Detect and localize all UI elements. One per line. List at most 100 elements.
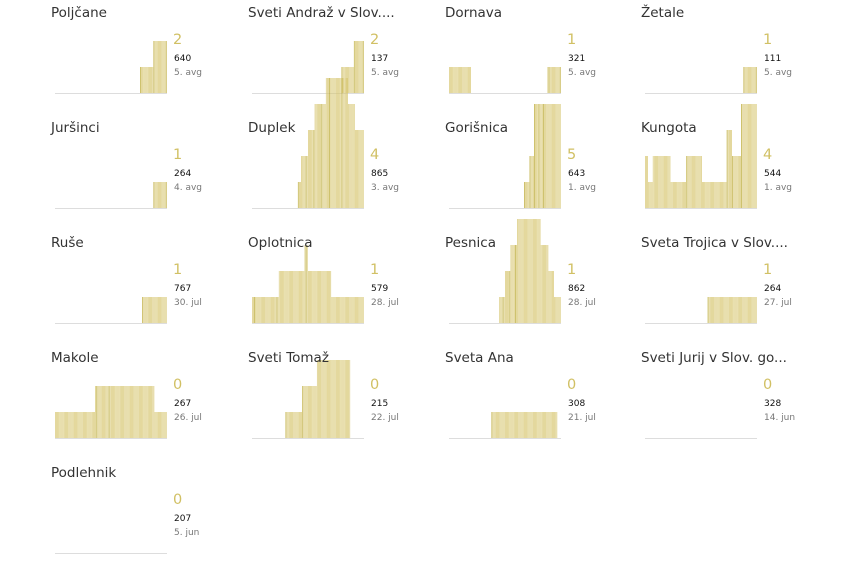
- bar: [308, 386, 309, 438]
- bar: [529, 156, 531, 208]
- bar: [683, 182, 684, 208]
- municipality-chart[interactable]: Pesnica 1 862 28. jul: [445, 219, 635, 342]
- bar: [305, 245, 307, 323]
- bar: [150, 386, 151, 438]
- bar: [103, 386, 104, 438]
- bar: [151, 297, 152, 323]
- bar: [128, 386, 130, 438]
- bar: [332, 297, 334, 323]
- bar: [726, 297, 728, 323]
- chart-title: Sveti Tomaž: [248, 350, 329, 366]
- sparkbar-chart: [252, 78, 364, 209]
- bar: [323, 104, 325, 208]
- municipality-chart[interactable]: Makole 0 267 26. jul: [51, 345, 241, 457]
- bar: [358, 297, 360, 323]
- bar: [83, 412, 84, 438]
- municipality-chart[interactable]: Sveti Tomaž 0 215 22. jul: [248, 345, 438, 457]
- sparkbar-chart: [449, 412, 561, 439]
- bar: [159, 182, 160, 208]
- bar: [349, 104, 351, 208]
- bar: [503, 412, 505, 438]
- sparkbar-chart: [55, 297, 167, 324]
- bar: [154, 412, 156, 438]
- bar: [746, 297, 748, 323]
- bar: [707, 297, 709, 323]
- bar: [139, 386, 140, 438]
- municipality-chart[interactable]: Juršinci 1 264 4. avg: [51, 115, 241, 227]
- bar: [342, 360, 344, 438]
- date-label: 22. jul: [371, 413, 399, 423]
- bar: [525, 182, 526, 208]
- bar: [303, 271, 305, 323]
- bar: [58, 412, 60, 438]
- bar: [531, 412, 533, 438]
- bar: [330, 271, 332, 323]
- bar: [77, 412, 79, 438]
- bar: [712, 297, 713, 323]
- bar: [309, 271, 310, 323]
- municipality-chart[interactable]: Poljčane 2 640 5. avg: [51, 0, 241, 112]
- bar: [360, 130, 362, 208]
- bar: [449, 67, 450, 93]
- bar: [115, 386, 117, 438]
- bar: [331, 297, 333, 323]
- bar: [533, 156, 534, 208]
- bar: [546, 412, 548, 438]
- municipality-chart[interactable]: Ruše 1 767 30. jul: [51, 230, 241, 342]
- bar: [725, 297, 727, 323]
- bar: [669, 156, 671, 208]
- bar: [255, 297, 257, 323]
- municipality-chart[interactable]: Kungota 4 544 1. avg: [641, 104, 831, 227]
- bar: [127, 386, 129, 438]
- bar: [468, 67, 469, 93]
- bar: [276, 297, 278, 323]
- bar: [122, 386, 123, 438]
- bar: [539, 219, 541, 323]
- bar: [283, 271, 285, 323]
- bar: [360, 41, 362, 93]
- municipality-chart[interactable]: Sveta Ana 0 308 21. jul: [445, 345, 635, 457]
- bar: [553, 104, 554, 208]
- municipality-chart[interactable]: Duplek 4 865 3. avg: [248, 78, 438, 227]
- bar: [87, 412, 89, 438]
- bar: [550, 412, 552, 438]
- total-value: 579: [371, 284, 389, 294]
- municipality-chart[interactable]: Podlehnik 0 207 5. jun: [51, 460, 241, 572]
- municipality-chart[interactable]: Gorišnica 5 643 1. avg: [445, 104, 635, 227]
- bar: [152, 297, 154, 323]
- bar: [347, 360, 348, 438]
- bar: [657, 156, 658, 208]
- bar: [496, 412, 497, 438]
- bar: [533, 412, 534, 438]
- bar: [325, 78, 327, 208]
- bar: [316, 271, 318, 323]
- bar: [334, 297, 336, 323]
- bar: [263, 297, 264, 323]
- municipality-chart[interactable]: Dornava 1 321 5. avg: [445, 0, 635, 112]
- bar: [146, 67, 148, 93]
- municipality-chart[interactable]: Žetale 1 111 5. avg: [641, 0, 831, 112]
- bar: [686, 156, 688, 208]
- bar: [344, 360, 346, 438]
- chart-title: Juršinci: [51, 120, 100, 136]
- municipality-chart[interactable]: Sveta Trojica v Slov.... 1 264 27. jul: [641, 230, 831, 342]
- bar: [546, 245, 548, 323]
- bar: [349, 67, 351, 93]
- bar: [352, 67, 354, 93]
- bar: [320, 104, 321, 208]
- municipality-chart[interactable]: Sveti Jurij v Slov. go... 0 328 14. jun: [641, 345, 831, 457]
- municipality-chart[interactable]: Oplotnica 1 579 28. jul: [248, 230, 438, 342]
- bar: [313, 130, 315, 208]
- bar: [748, 297, 749, 323]
- bar: [740, 156, 741, 208]
- bar: [524, 182, 525, 208]
- sparkbar-chart: [252, 245, 364, 324]
- bar: [557, 104, 559, 208]
- bar: [322, 271, 324, 323]
- bar: [340, 360, 342, 438]
- bar: [316, 360, 318, 438]
- bar: [141, 386, 142, 438]
- bar: [512, 412, 514, 438]
- bar: [162, 297, 164, 323]
- bar: [311, 130, 313, 208]
